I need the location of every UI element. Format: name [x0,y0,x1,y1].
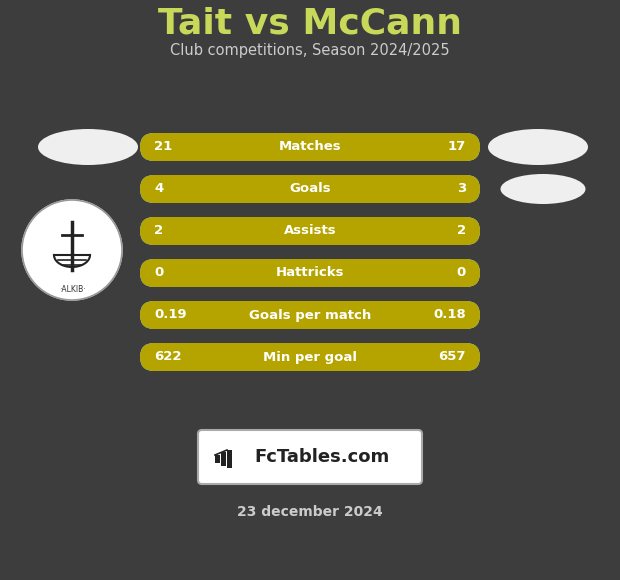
Text: Assists: Assists [284,224,336,237]
Text: 21: 21 [154,140,172,154]
FancyBboxPatch shape [140,301,480,329]
FancyBboxPatch shape [140,343,480,371]
Text: 2: 2 [154,224,163,237]
Text: 4: 4 [154,183,163,195]
FancyBboxPatch shape [140,175,480,203]
Text: 0.18: 0.18 [433,309,466,321]
Text: Hattricks: Hattricks [276,266,344,280]
Ellipse shape [38,129,138,165]
Text: Goals: Goals [289,183,331,195]
FancyBboxPatch shape [140,259,480,287]
Text: FcTables.com: FcTables.com [254,448,389,466]
Text: Matches: Matches [278,140,342,154]
Text: 3: 3 [457,183,466,195]
Text: 17: 17 [448,140,466,154]
Text: ·ALKIB·: ·ALKIB· [59,285,86,295]
Text: 0.19: 0.19 [154,309,187,321]
FancyBboxPatch shape [140,343,480,371]
FancyBboxPatch shape [140,175,480,203]
Text: 657: 657 [438,350,466,364]
Text: Club competitions, Season 2024/2025: Club competitions, Season 2024/2025 [170,42,450,57]
Ellipse shape [500,174,585,204]
Text: 2: 2 [457,224,466,237]
Bar [221,452,226,466]
Circle shape [22,200,122,300]
Text: Goals per match: Goals per match [249,309,371,321]
FancyBboxPatch shape [198,430,422,484]
FancyBboxPatch shape [140,259,480,287]
Text: 23 december 2024: 23 december 2024 [237,505,383,519]
Text: 0: 0 [154,266,163,280]
FancyBboxPatch shape [140,133,480,161]
FancyBboxPatch shape [140,217,480,245]
FancyBboxPatch shape [140,217,480,245]
Text: 622: 622 [154,350,182,364]
FancyBboxPatch shape [140,133,480,161]
Ellipse shape [488,129,588,165]
Bar [227,450,232,468]
Text: Min per goal: Min per goal [263,350,357,364]
Text: Tait vs McCann: Tait vs McCann [158,7,462,41]
Text: 0: 0 [457,266,466,280]
FancyBboxPatch shape [140,301,480,329]
Bar [215,455,220,463]
